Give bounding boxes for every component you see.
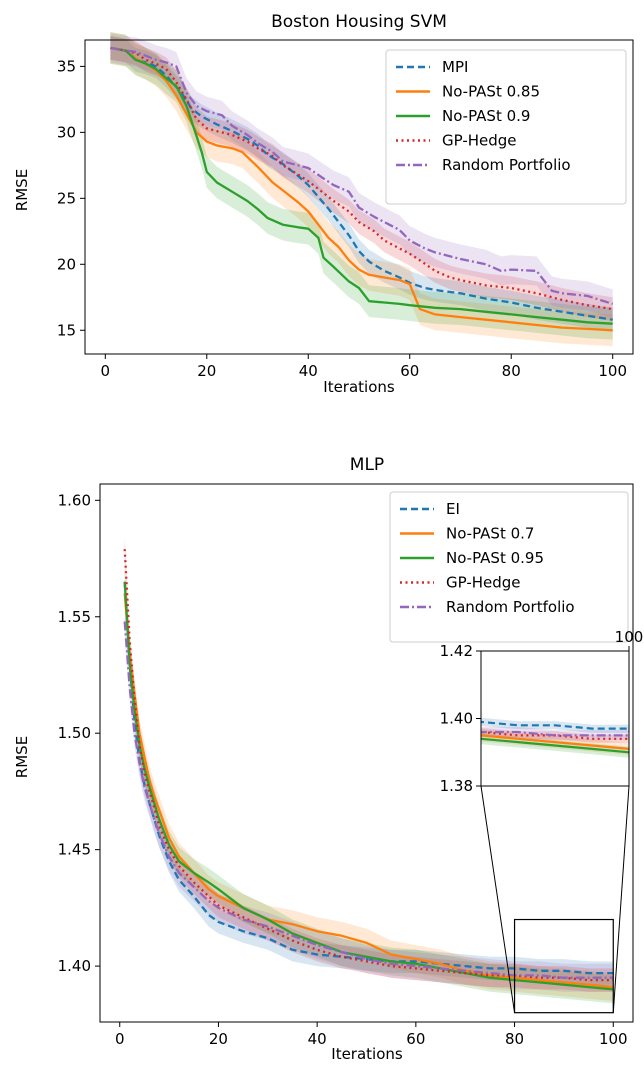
legend-entry: Random Portfolio <box>442 156 571 174</box>
legend-entry: No-PASt 0.85 <box>442 83 540 101</box>
y-tick-label: 15 <box>57 321 76 339</box>
series-line <box>110 46 613 332</box>
inset-y-tick-label: 1.42 <box>440 642 473 660</box>
inset-y-tick-label: 1.38 <box>440 777 473 795</box>
series-line <box>110 46 613 311</box>
confidence-band <box>110 36 613 332</box>
legend-entry: GP-Hedge <box>446 574 521 592</box>
x-tick-label: 60 <box>406 1030 425 1048</box>
x-tick-label: 60 <box>400 362 419 380</box>
inset-series-line <box>481 730 629 740</box>
legend-entry: No-PASt 0.95 <box>446 549 544 567</box>
chart-title: Boston Housing SVM <box>271 12 447 32</box>
x-tick-label: 100 <box>598 362 627 380</box>
y-axis-label: RMSE <box>13 736 31 778</box>
x-tick-label: 20 <box>209 1030 228 1048</box>
zoom-inset: 1.38 1.40 1.42 100 <box>440 628 644 1014</box>
series-line <box>123 581 614 991</box>
inset-band <box>481 726 629 741</box>
series-line <box>110 46 614 305</box>
series-line <box>123 621 614 979</box>
confidence-band <box>110 32 613 340</box>
legend-entry: GP-Hedge <box>442 132 517 150</box>
inset-series-line <box>481 720 629 730</box>
plot-frame <box>84 39 634 355</box>
confidence-band <box>124 579 614 1001</box>
series-line <box>123 581 614 975</box>
legend: EI No-PASt 0.7 No-PASt 0.95 GP-Hedge Random … <box>389 491 629 643</box>
confidence-band <box>110 32 613 347</box>
x-tick-label: 0 <box>115 1030 125 1048</box>
inset-plot <box>481 717 629 758</box>
y-tick-label: 25 <box>57 189 76 207</box>
legend-frame <box>389 491 629 643</box>
zoom-connector <box>480 785 516 1013</box>
y-tick-label: 1.55 <box>58 608 91 626</box>
series-line <box>110 46 613 325</box>
x-tick-label: 40 <box>308 1030 327 1048</box>
zoom-connector <box>612 785 630 1013</box>
x-tick-label: 40 <box>299 362 318 380</box>
legend-entry: Random Portfolio <box>446 598 575 616</box>
legend-entry: No-PASt 0.9 <box>442 107 530 125</box>
inset-series-line <box>481 734 629 750</box>
x-axis-label: Iterations <box>323 378 395 396</box>
legend-entry: No-PASt 0.7 <box>446 525 534 543</box>
y-tick-label: 20 <box>57 255 76 273</box>
legend-frame <box>385 49 627 205</box>
inset-y-tick-label: 1.40 <box>440 710 473 728</box>
x-tick-label: 0 <box>101 362 111 380</box>
inset-series-line <box>481 730 629 737</box>
inset-series-line <box>481 737 629 754</box>
plot-frame <box>99 483 634 1023</box>
y-tick-label: 35 <box>57 57 76 75</box>
x-tick-label: 80 <box>505 1030 524 1048</box>
chart-title: MLP <box>350 455 384 475</box>
series-line <box>123 549 614 982</box>
x-tick-label: 20 <box>197 362 216 380</box>
x-tick-label: 100 <box>599 1030 628 1048</box>
y-tick-label: 30 <box>57 123 76 141</box>
y-tick-label: 1.60 <box>58 491 91 509</box>
legend-entry: MPI <box>442 58 468 76</box>
y-axis-label: RMSE <box>13 169 31 211</box>
y-tick-label: 1.45 <box>58 841 91 859</box>
y-tick-label: 1.40 <box>58 957 91 975</box>
inset-x-tick-label: 100 <box>615 628 644 646</box>
chart-mlp: MLP Iterations RMSE 0 20 40 60 80 100 1.40 1.45… <box>13 455 643 1063</box>
inset-background <box>481 651 629 786</box>
chart-boston-housing-svm: Boston Housing SVM Iterations RMSE 0 20 40… <box>13 12 634 396</box>
zoom-region <box>513 918 614 1014</box>
legend: MPI No-PASt 0.85 No-PASt 0.9 GP-Hedge Random… <box>385 49 627 205</box>
y-tick-label: 1.50 <box>58 724 91 742</box>
x-axis-label: Iterations <box>331 1045 403 1063</box>
x-tick-label: 80 <box>502 362 521 380</box>
legend-entry: EI <box>446 500 460 518</box>
